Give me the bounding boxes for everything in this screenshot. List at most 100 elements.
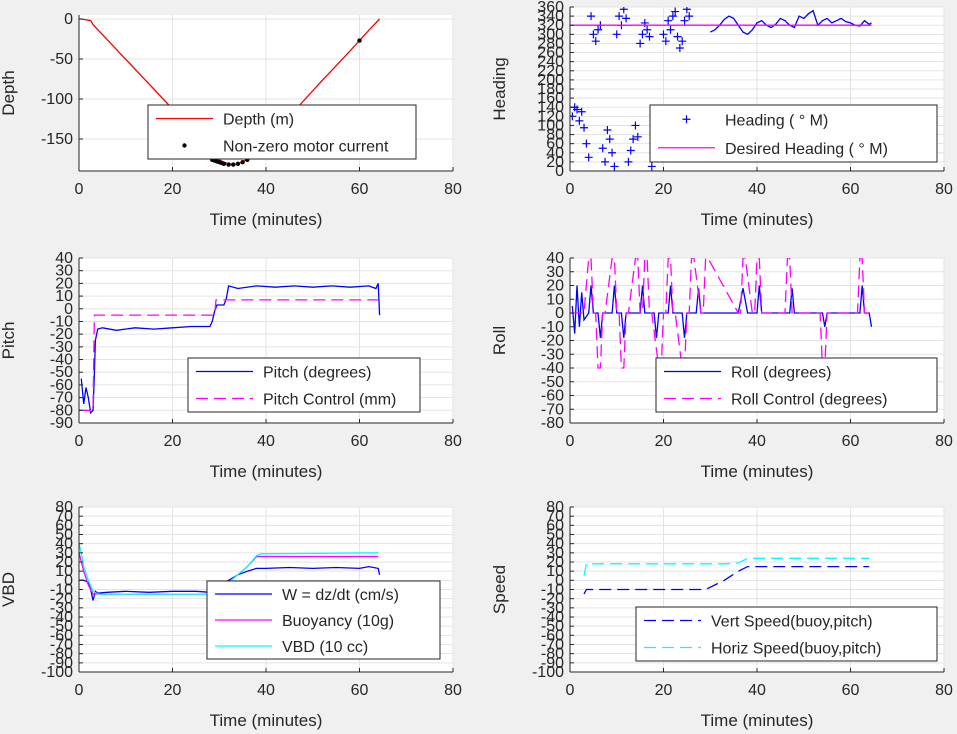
data-point — [645, 32, 654, 41]
data-point — [633, 132, 642, 141]
x-tick-label: 0 — [566, 181, 575, 198]
y-tick-label: -70 — [50, 390, 73, 407]
x-tick-label: 60 — [842, 181, 860, 198]
y-tick-label: 30 — [546, 545, 564, 562]
data-point — [629, 135, 638, 144]
y-tick-label: 340 — [537, 8, 564, 25]
y-tick-label: -70 — [50, 637, 73, 654]
x-tick-label: 0 — [75, 433, 84, 450]
data-point — [601, 157, 610, 166]
y-tick-label: -30 — [50, 600, 73, 617]
data-point — [661, 37, 670, 46]
legend: Heading ( ° M) Desired Heading ( ° M) — [649, 104, 938, 163]
legend: Roll (degrees) Roll Control (degrees) — [655, 357, 938, 413]
y-tick-label: 180 — [537, 81, 564, 98]
y-tick-label: 10 — [55, 563, 73, 580]
legend-box — [649, 104, 938, 163]
y-tick-label: 60 — [55, 517, 73, 534]
y-tick-label: -60 — [50, 377, 73, 394]
legend-box — [147, 104, 417, 160]
data-point — [659, 30, 668, 39]
legend-label: Pitch Control (mm) — [263, 392, 396, 409]
y-tick-label: 10 — [546, 291, 564, 308]
y-tick-label: -50 — [50, 618, 73, 635]
y-tick-label: -40 — [541, 360, 564, 377]
y-tick-label: -30 — [50, 339, 73, 356]
legend: Vert Speed(buoy,pitch) Horiz Speed(buoy,p… — [635, 606, 938, 662]
y-tick-label: -50 — [50, 364, 73, 381]
legend-label: Buoyancy (10g) — [282, 613, 394, 630]
y-tick-label: 220 — [537, 63, 564, 80]
x-tick-label: 60 — [351, 181, 369, 198]
x-tick-label: 20 — [655, 682, 673, 699]
y-tick-label: -90 — [50, 655, 73, 672]
y-tick-label: 260 — [537, 45, 564, 62]
y-tick-label: 240 — [537, 54, 564, 71]
legend-box — [635, 606, 938, 662]
y-tick-label: 320 — [537, 17, 564, 34]
legend-label: Pitch (degrees) — [263, 365, 372, 382]
y-tick-label: 0 — [64, 572, 73, 589]
data-point — [626, 146, 635, 155]
legend-label: Desired Heading ( ° M) — [725, 141, 888, 158]
y-tick-label: 360 — [537, 0, 564, 16]
x-tick-label: 40 — [257, 682, 275, 699]
y-axis-label: Heading — [490, 57, 509, 120]
x-tick-label: 80 — [935, 682, 953, 699]
y-tick-label: -20 — [541, 333, 564, 350]
data-point — [671, 7, 680, 16]
legend: Pitch (degrees) Pitch Control (mm) — [187, 357, 421, 413]
x-tick-label: 0 — [75, 682, 84, 699]
data-point — [678, 37, 687, 46]
y-tick-label: -50 — [541, 374, 564, 391]
x-tick-label: 40 — [748, 181, 766, 198]
y-tick-label: 100 — [537, 117, 564, 134]
y-tick-label: -60 — [50, 627, 73, 644]
data-point — [598, 144, 607, 153]
y-tick-label: -30 — [541, 346, 564, 363]
y-tick-label: -100 — [41, 91, 73, 108]
y-axis-label: VBD — [0, 572, 18, 607]
data-point — [577, 107, 586, 116]
y-axis-label: Depth — [0, 70, 18, 115]
x-tick-label: 20 — [655, 433, 673, 450]
y-tick-label: 40 — [55, 250, 73, 267]
x-tick-label: 60 — [351, 433, 369, 450]
x-axis-label: Time (minutes) — [210, 210, 323, 229]
y-tick-label: 80 — [55, 499, 73, 516]
data-point — [610, 162, 619, 171]
data-point — [608, 148, 617, 157]
chart-heading: 0 20 40 60 800204060801001201401601802002202… — [490, 0, 953, 229]
series-group — [79, 283, 381, 415]
y-tick-label: -50 — [50, 51, 73, 68]
x-tick-label: 80 — [444, 682, 462, 699]
x-axis-label: Time (minutes) — [210, 711, 323, 730]
chart-depth: 0 20 40 60 80 0 -50 -100 -150 Time (minutes) Depth… — [0, 11, 462, 229]
y-tick-label: -70 — [541, 637, 564, 654]
legend: W = dz/dt (cm/s) Buoyancy (10g) VBD (10 cc… — [206, 580, 441, 660]
x-tick-label: 80 — [935, 181, 953, 198]
y-tick-label: 40 — [546, 250, 564, 267]
x-tick-label: 20 — [655, 181, 673, 198]
data-point — [673, 32, 682, 41]
x-axis-label: Time (minutes) — [701, 462, 814, 481]
y-tick-label: 200 — [537, 72, 564, 89]
y-tick-label: -80 — [50, 646, 73, 663]
chart-vbd: 0 20 40 60 80-100-90-80-70-60-50-40-30-20-10… — [0, 499, 462, 730]
y-tick-label: -40 — [50, 352, 73, 369]
y-tick-label: 40 — [55, 536, 73, 553]
data-point — [680, 16, 689, 25]
y-tick-label: -80 — [541, 415, 564, 432]
data-point — [631, 121, 640, 130]
y-tick-label: -20 — [50, 326, 73, 343]
data-point — [240, 160, 245, 165]
data-point — [666, 25, 675, 34]
y-tick-label: 120 — [537, 108, 564, 125]
data-point — [575, 116, 584, 125]
y-tick-label: 40 — [546, 536, 564, 553]
data-point — [638, 30, 647, 39]
x-tick-label: 0 — [566, 682, 575, 699]
x-tick-label: 40 — [257, 433, 275, 450]
data-point — [587, 12, 596, 21]
